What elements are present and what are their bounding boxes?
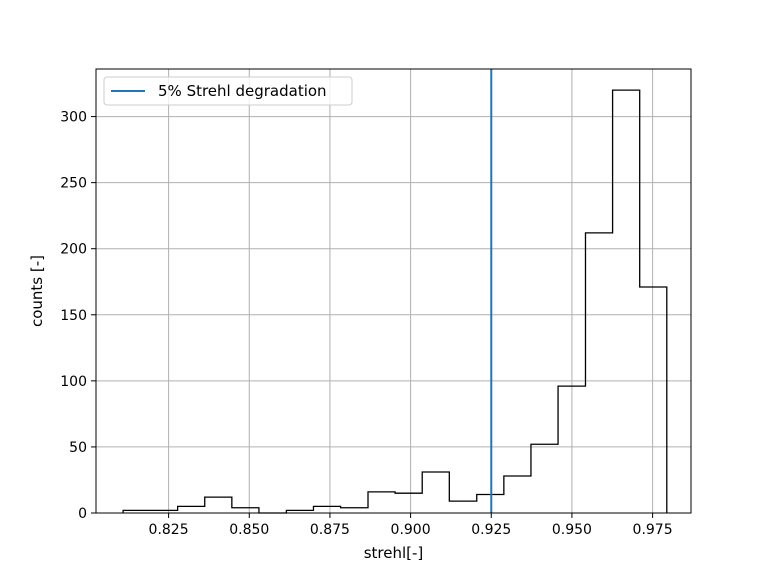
y-tick-label-4: 200 <box>60 242 87 258</box>
x-tick-label-4: 0.925 <box>471 522 511 538</box>
y-axis-label: counts [-] <box>28 255 46 327</box>
histogram-bar-9 <box>368 492 395 513</box>
legend-box <box>103 76 353 106</box>
y-tick-label-3: 150 <box>60 308 87 324</box>
histogram-series <box>122 89 668 514</box>
histogram-bar-12 <box>449 501 476 513</box>
histogram-bar-16 <box>558 386 585 513</box>
y-tick-label-0: 0 <box>78 506 87 522</box>
x-tick-label-1: 0.850 <box>229 522 269 538</box>
y-tick-label-5: 250 <box>60 176 87 192</box>
x-tick-label-0: 0.825 <box>149 522 189 538</box>
y-tick-label-2: 100 <box>60 374 87 390</box>
histogram-bar-11 <box>422 472 449 513</box>
histogram-bar-17 <box>585 233 612 513</box>
histogram-bar-18 <box>613 90 640 513</box>
x-axis-label: strehl[-] <box>364 544 424 562</box>
histogram-bar-2 <box>178 506 205 513</box>
legend: 5% Strehl degradation <box>103 76 353 106</box>
x-tick-label-3: 0.900 <box>391 522 431 538</box>
x-tick-label-2: 0.875 <box>310 522 350 538</box>
axis-ticks: 0.825 0.850 0.875 0.900 0.925 0.950 0.975 0 50 10… <box>60 110 672 538</box>
x-tick-label-5: 0.950 <box>552 522 592 538</box>
histogram-bar-14 <box>504 476 531 513</box>
histogram-bar-19 <box>640 287 667 513</box>
histogram-bar-3 <box>205 497 232 513</box>
x-tick-label-6: 0.975 <box>633 522 673 538</box>
histogram-bar-15 <box>531 444 558 513</box>
histogram-bar-4 <box>232 508 259 513</box>
axes-frame <box>95 68 692 514</box>
histogram-bar-7 <box>313 506 340 513</box>
histogram-bar-8 <box>341 508 368 513</box>
y-tick-label-6: 300 <box>60 110 87 126</box>
legend-entry-label: 5% Strehl degradation <box>158 82 327 100</box>
histogram-bar-10 <box>395 493 422 513</box>
histogram-outline <box>122 89 668 514</box>
y-tick-label-1: 50 <box>69 440 87 456</box>
